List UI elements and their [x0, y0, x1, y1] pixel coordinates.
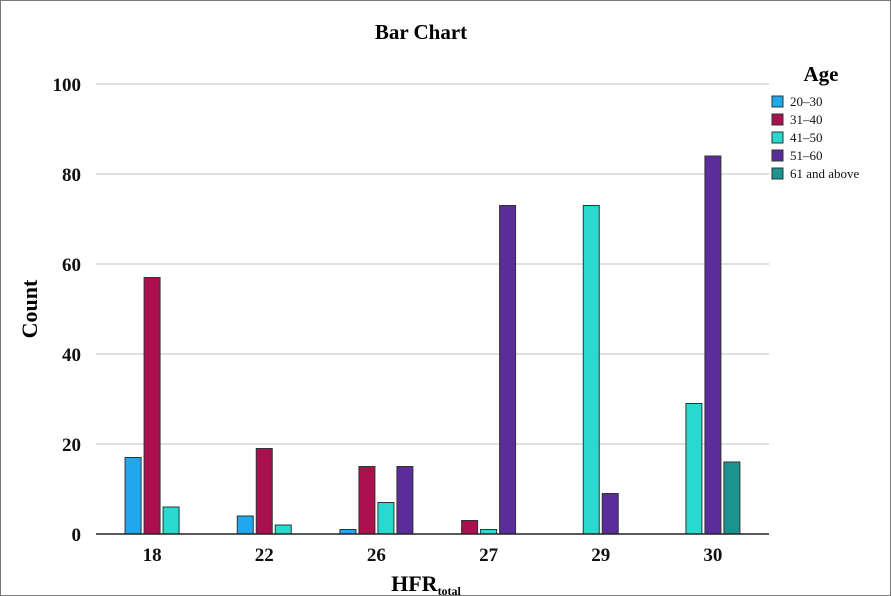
legend-swatch-41–50	[771, 131, 784, 144]
y-tick-label: 60	[62, 255, 81, 276]
bar-22-31–40	[255, 448, 273, 535]
legend-label: 41–50	[790, 130, 823, 145]
legend-label: 61 and above	[790, 166, 860, 181]
x-tick-label: 29	[591, 545, 610, 566]
legend-swatch-61-and-above	[771, 167, 784, 180]
y-tick-label: 100	[53, 75, 82, 96]
x-tick-label: 30	[703, 545, 722, 566]
legend-label: 31–40	[790, 112, 823, 127]
bar-27-51–60	[499, 205, 517, 535]
bar-30-41–50	[685, 403, 703, 535]
legend-label: 20–30	[790, 94, 823, 109]
y-tick-label: 20	[62, 435, 81, 456]
legend-label: 51–60	[790, 148, 823, 163]
x-axis-label-main: HFR	[391, 571, 439, 595]
bar-30-61-and-above	[723, 461, 741, 535]
x-tick-label: 26	[367, 545, 386, 566]
chart-title: Bar Chart	[375, 20, 467, 44]
y-tick-label: 0	[72, 525, 82, 546]
bar-26-51–60	[396, 466, 414, 535]
x-tick-label: 22	[255, 545, 274, 566]
bar-18-20–30	[124, 457, 142, 535]
y-tick-label: 80	[62, 165, 81, 186]
legend-title: Age	[804, 62, 839, 86]
bars	[124, 155, 741, 535]
legend-swatch-31–40	[771, 113, 784, 126]
legend-swatch-51–60	[771, 149, 784, 162]
bar-27-31–40	[461, 520, 479, 535]
x-axis-label-subscript: total	[438, 584, 462, 595]
gridlines	[96, 83, 769, 445]
y-axis-label: Count	[17, 279, 42, 338]
bar-18-41–50	[162, 506, 180, 535]
bar-22-41–50	[274, 524, 292, 535]
x-axis-label: HFRtotal	[391, 571, 461, 595]
bar-22-20–30	[236, 515, 254, 535]
bar-26-31–40	[358, 466, 376, 535]
bar-29-51–60	[601, 493, 619, 535]
x-tick-labels: 18 22 26 27 29 30	[143, 545, 723, 566]
legend: 20–30 31–40 41–50 51–60 61 and above	[771, 94, 860, 181]
bar-18-31–40	[143, 277, 161, 535]
y-tick-labels: 0 20 40 60 80 100	[53, 75, 82, 546]
bar-29-41–50	[582, 205, 600, 535]
x-tick-label: 18	[143, 545, 162, 566]
bar-26-41–50	[377, 502, 395, 535]
y-tick-label: 40	[62, 345, 81, 366]
bar-30-51–60	[704, 155, 722, 535]
x-tick-label: 27	[479, 545, 499, 566]
legend-swatch-20–30	[771, 95, 784, 108]
